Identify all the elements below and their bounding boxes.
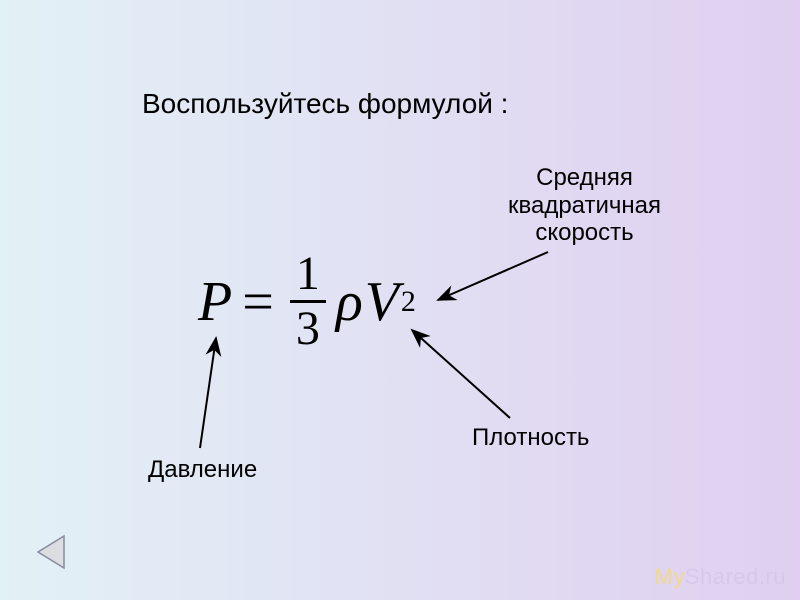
arrow-rms-speed	[438, 252, 548, 300]
annotation-arrows	[0, 0, 800, 600]
arrow-density	[412, 330, 510, 418]
nav-back-button[interactable]	[32, 532, 72, 572]
watermark: MyShared.ru	[655, 564, 786, 590]
nav-back-icon	[32, 532, 72, 572]
watermark-part1: My	[655, 564, 685, 589]
watermark-part2: Shared.ru	[685, 564, 786, 589]
arrow-pressure	[200, 338, 216, 448]
